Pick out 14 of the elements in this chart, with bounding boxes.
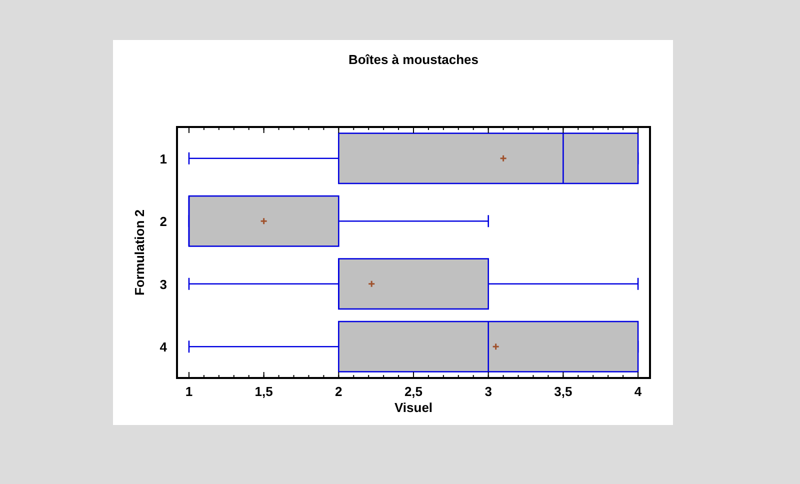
x-tick-label: 2 <box>335 384 342 399</box>
x-tick-label: 1 <box>185 384 193 399</box>
x-tick-label: 3 <box>484 384 492 399</box>
x-tick-label: 3,5 <box>554 384 572 399</box>
y-tick-label: 2 <box>160 214 167 230</box>
x-axis-title: Visuel <box>394 400 433 415</box>
y-tick-label: 4 <box>160 340 168 355</box>
chart-title: Boîtes à moustaches <box>348 52 479 67</box>
y-axis-title: Formulation 2 <box>132 210 147 296</box>
x-tick-label: 1,5 <box>254 384 273 399</box>
y-tick-label: 3 <box>160 276 167 292</box>
x-tick-label: 4 <box>634 384 642 399</box>
y-tick-label: 1 <box>160 151 167 166</box>
x-tick-label: 2,5 <box>404 384 423 399</box>
